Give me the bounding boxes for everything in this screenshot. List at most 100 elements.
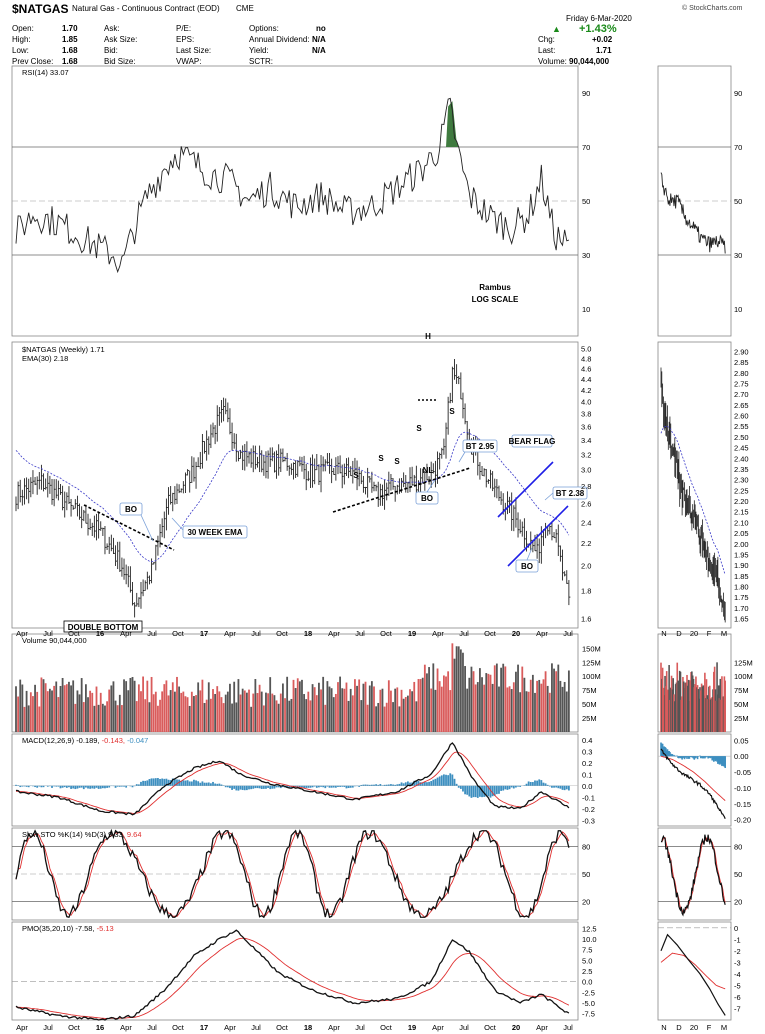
macd-histogram-bar bbox=[474, 785, 477, 798]
macd-histogram-bar bbox=[330, 785, 333, 788]
bo-arrow-1 bbox=[140, 514, 154, 542]
macd-histogram-bar bbox=[116, 785, 119, 787]
volume-bar bbox=[262, 705, 265, 732]
volume-bar bbox=[296, 678, 299, 732]
volume-bar bbox=[366, 704, 369, 732]
macd-histogram-bar bbox=[252, 785, 255, 789]
macd-histogram-bar bbox=[188, 781, 191, 786]
volume-bar bbox=[334, 693, 337, 732]
macd-histogram-bar bbox=[398, 783, 401, 786]
volume-side-bar bbox=[690, 672, 692, 732]
macd-histogram-bar bbox=[207, 782, 210, 786]
price-side-tick-label: 1.90 bbox=[734, 561, 749, 570]
macd-histogram-bar bbox=[495, 785, 498, 795]
macd-histogram-bar bbox=[466, 785, 469, 795]
frame-pmo-main bbox=[11, 921, 579, 1021]
volume-side-tick-label: 100M bbox=[734, 672, 753, 681]
volume-side-bar bbox=[717, 685, 720, 732]
price-tick-label: 3.8 bbox=[581, 410, 591, 419]
macd-histogram-bar bbox=[419, 782, 422, 786]
volume-side-bar bbox=[676, 662, 679, 732]
volume-legend: Volume 90,044,000 bbox=[22, 636, 87, 645]
macd-histogram-bar bbox=[449, 773, 452, 786]
volume-bar bbox=[375, 706, 378, 732]
macd-histogram-bar bbox=[87, 785, 89, 789]
volume-bar bbox=[559, 680, 562, 732]
x-axis-side-label-price: M bbox=[721, 629, 727, 638]
label-low: Low: bbox=[12, 46, 29, 55]
macd-histogram-bar bbox=[104, 785, 106, 789]
volume-bar bbox=[89, 690, 92, 732]
symbol-title: $NATGAS bbox=[12, 2, 69, 16]
label-eps: EPS: bbox=[176, 35, 195, 44]
volume-side-bar bbox=[665, 686, 667, 732]
volume-bar bbox=[506, 687, 509, 732]
ema-legend: EMA(30) 2.18 bbox=[22, 354, 68, 363]
macd-side-histogram-bar bbox=[696, 756, 699, 760]
volume-bar bbox=[362, 683, 365, 732]
volume-bar bbox=[411, 691, 414, 732]
x-axis-label-bottom: Jul bbox=[147, 1023, 157, 1032]
volume-bar bbox=[426, 673, 428, 732]
macd-histogram-bar bbox=[512, 785, 515, 789]
volume-tick-label: 50M bbox=[582, 700, 597, 709]
macd-histogram-bar bbox=[510, 785, 513, 788]
macd-histogram-bar bbox=[277, 785, 280, 788]
macd-histogram-bar bbox=[271, 785, 274, 789]
macd-side-histogram-bar bbox=[700, 756, 702, 759]
volume-bar bbox=[258, 684, 261, 732]
macd-side-tick-label: -0.20 bbox=[734, 816, 751, 825]
macd-side-histogram-bar bbox=[687, 756, 689, 757]
volume-side-bar bbox=[700, 683, 703, 732]
macd-side-histogram-bar bbox=[666, 749, 669, 757]
ema-arrow bbox=[171, 517, 184, 531]
volume-bar bbox=[529, 679, 532, 732]
price-side-tick-label: 2.40 bbox=[734, 454, 749, 463]
x-axis-label-bottom: Jul bbox=[355, 1023, 365, 1032]
volume-side-bar bbox=[687, 679, 690, 732]
macd-histogram-bar bbox=[231, 785, 233, 790]
volume-bar bbox=[561, 686, 564, 732]
volume-bar bbox=[61, 677, 64, 732]
macd-histogram-bar bbox=[216, 783, 219, 786]
shoulder-label: S bbox=[394, 457, 400, 466]
ema-30-week-annotation-box bbox=[182, 525, 248, 539]
volume-bar bbox=[205, 699, 208, 732]
price-tick-label: 4.8 bbox=[581, 354, 591, 363]
pmo-tick-label: 10.0 bbox=[582, 935, 597, 944]
volume-bar bbox=[387, 680, 390, 732]
volume-bar bbox=[279, 693, 282, 732]
volume-bar bbox=[332, 697, 335, 732]
volume-bar bbox=[548, 692, 551, 732]
volume-side-bar bbox=[723, 676, 726, 732]
x-axis-label-price: Oct bbox=[68, 629, 81, 638]
x-axis-label-bottom: Oct bbox=[484, 1023, 497, 1032]
macd-side-histogram-bar bbox=[683, 756, 686, 760]
volume-bar bbox=[161, 691, 164, 732]
volume-bar bbox=[188, 705, 191, 732]
bear-flag-annotation-box bbox=[511, 434, 553, 448]
macd-histogram-bar bbox=[362, 784, 365, 786]
volume-bar bbox=[527, 691, 530, 732]
volume-side-bar bbox=[684, 682, 687, 732]
macd-histogram-bar bbox=[290, 785, 293, 788]
volume-bar bbox=[502, 663, 505, 732]
macd-histogram-bar bbox=[324, 785, 327, 789]
price-side-tick-label: 2.45 bbox=[734, 444, 749, 453]
macd-histogram-bar bbox=[159, 778, 161, 786]
shoulder-label: S bbox=[416, 424, 422, 433]
sto-side-tick-label: 20 bbox=[734, 898, 742, 907]
volume-bar bbox=[394, 688, 397, 732]
pmo-side-line bbox=[660, 933, 726, 1016]
volume-bar bbox=[404, 697, 407, 732]
macd-legend: MACD(12,26,9) -0.189, -0.143, -0.047 bbox=[22, 736, 148, 745]
macd-histogram-bar bbox=[237, 785, 240, 791]
volume-bar bbox=[78, 694, 81, 732]
macd-side-histogram-bar bbox=[668, 750, 670, 757]
macd-histogram-bar bbox=[235, 785, 238, 791]
macd-side-histogram-bar bbox=[686, 756, 688, 759]
volume-bar bbox=[241, 688, 244, 732]
macd-histogram-bar bbox=[542, 782, 545, 786]
volume-bar bbox=[432, 663, 435, 732]
macd-histogram-bar bbox=[396, 784, 399, 786]
